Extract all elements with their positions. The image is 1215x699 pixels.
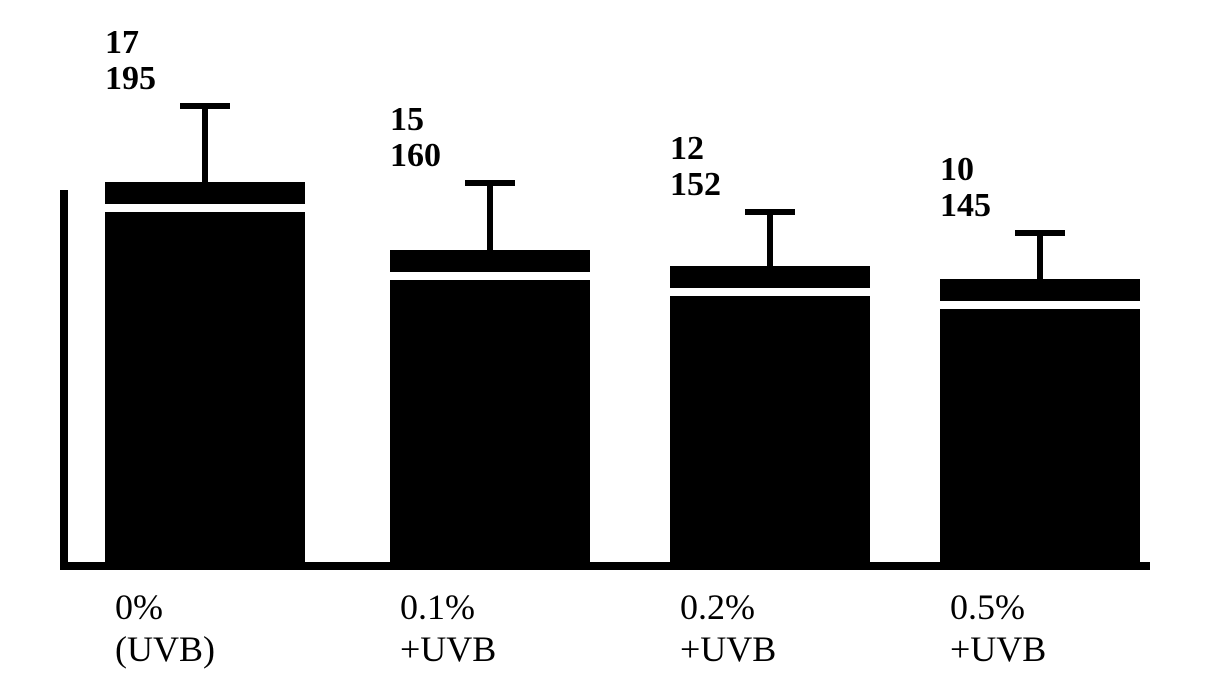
bar-0 (105, 212, 305, 562)
y-axis (60, 190, 68, 570)
bar-cap-2 (670, 266, 870, 288)
bar-cap-0 (105, 182, 305, 204)
x-axis (60, 562, 1150, 570)
whisker-stem-0 (202, 109, 208, 182)
value-top-3: 10 (940, 152, 974, 188)
bar-1 (390, 280, 590, 562)
plot-area: 17 195 15 160 12 152 10 14 (60, 10, 1150, 570)
whisker-stem-1 (487, 186, 493, 250)
whisker-cap-3 (1015, 230, 1065, 236)
whisker-cap-2 (745, 209, 795, 215)
cat-1-line2: +UVB (400, 630, 496, 670)
cat-2-line1: 0.2% (680, 588, 755, 628)
value-bottom-0: 195 (105, 61, 156, 97)
cat-0-line2: (UVB) (115, 630, 215, 670)
whisker-stem-2 (767, 215, 773, 266)
bar-2 (670, 296, 870, 562)
bar-cap-3 (940, 279, 1140, 301)
value-bottom-3: 145 (940, 188, 991, 224)
value-top-1: 15 (390, 102, 424, 138)
value-top-0: 17 (105, 25, 139, 61)
whisker-cap-1 (465, 180, 515, 186)
value-bottom-1: 160 (390, 138, 441, 174)
cat-2-line2: +UVB (680, 630, 776, 670)
whisker-cap-0 (180, 103, 230, 109)
bar-cap-1 (390, 250, 590, 272)
cat-0-line1: 0% (115, 588, 163, 628)
uvb-bar-chart: 17 195 15 160 12 152 10 14 (0, 0, 1215, 699)
value-bottom-2: 152 (670, 167, 721, 203)
value-top-2: 12 (670, 131, 704, 167)
bar-3 (940, 309, 1140, 562)
cat-1-line1: 0.1% (400, 588, 475, 628)
whisker-stem-3 (1037, 236, 1043, 279)
cat-3-line2: +UVB (950, 630, 1046, 670)
cat-3-line1: 0.5% (950, 588, 1025, 628)
